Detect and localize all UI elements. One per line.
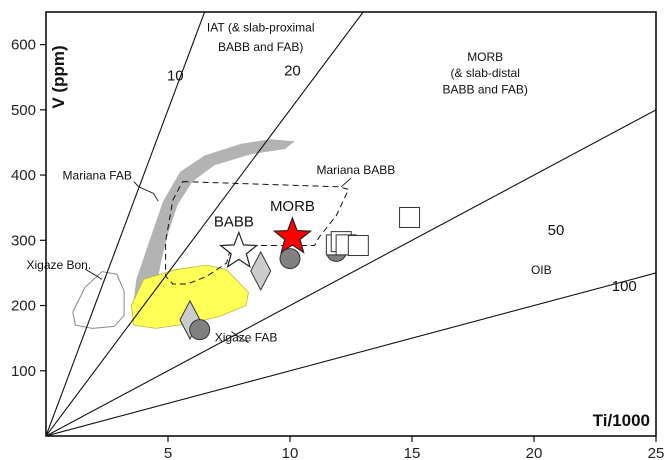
field-label: (& slab-distal [451,66,520,80]
ratio-label-20: 20 [284,62,301,79]
ratio-line-20 [46,12,364,436]
markers-layer [179,206,421,341]
field-label: OIB [531,263,552,277]
leader-line [231,331,249,344]
ratio-lines-layer [46,12,656,436]
ratio-line-100 [46,272,656,436]
y-tick-label: 500 [11,102,36,119]
field-label: IAT (& slab-proximal [207,21,315,35]
y-tick-label: 400 [11,167,36,184]
data-point-circle [279,248,301,270]
fields-layer [72,139,350,329]
y-tick-label: 100 [11,363,36,380]
ticks-layer [40,44,657,442]
x-tick-label: 10 [282,445,299,460]
field-label: BABB and FAB) [443,83,528,97]
ratio-line-10 [46,12,206,436]
field-label: BABB [214,214,254,231]
data-point-square [399,206,421,228]
field-label: MORB [270,198,315,215]
field-label: Mariana FAB [63,169,132,183]
leader-line [133,181,159,202]
data-point-star [272,216,313,254]
mariana-babb-field [165,181,350,285]
ratio-label-50: 50 [548,222,565,239]
y-axis-title: V (ppm) [49,45,68,108]
ratio-label-10: 10 [167,67,184,84]
leader-lines-layer [84,177,352,344]
xigaze-bon-field [72,271,125,329]
leader-line [84,268,103,280]
ratio-line-50 [46,109,656,436]
field-label: BABB and FAB) [218,40,303,54]
x-tick-label: 5 [164,445,172,460]
labels-layer: 10 20 50 100 5 10 15 20 25 100 200 300 400 500 600 V (p… [11,21,664,460]
y-tick-label: 300 [11,232,36,249]
leader-line [340,177,352,188]
x-tick-label: 25 [648,445,664,460]
data-point-square [347,235,369,257]
x-axis-title: Ti/1000 [593,411,650,430]
field-label: Xigaze FAB [215,330,278,344]
data-point-star [219,230,259,269]
x-tick-label: 15 [404,445,421,460]
plot-frame [45,11,657,437]
y-tick-label: 200 [11,298,36,315]
field-label: Xigaze Bon. [26,258,91,272]
data-point-circle [189,319,211,341]
data-point-diamond [250,250,272,292]
field-label: MORB [467,50,503,64]
ratio-label-100: 100 [612,278,637,295]
field-label: Mariana BABB [317,163,396,177]
y-tick-label: 600 [11,37,36,54]
x-tick-label: 20 [526,445,543,460]
